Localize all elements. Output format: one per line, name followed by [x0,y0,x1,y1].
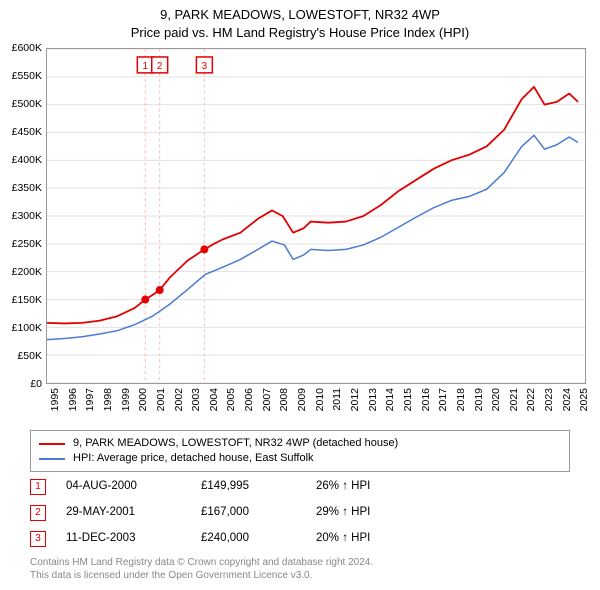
chart-svg: 12 3 [47,49,585,383]
license-line-2: This data is licensed under the Open Gov… [30,569,570,582]
sale-price-1: £149,995 [201,481,296,493]
x-axis: 1995 1996 1997 1998 1999 2000 2001 2002 2003 2004… [46,384,586,428]
x-tick-label: 2004 [208,388,220,411]
sale-date-1: 04-AUG-2000 [66,481,181,493]
y-tick-label: £400K [12,154,42,166]
x-tick-label: 2014 [384,388,396,411]
x-tick-label: 2024 [561,388,573,411]
chart-plot-area: 12 3 [46,48,586,384]
y-tick-label: £150K [12,294,42,306]
license-line-1: Contains HM Land Registry data © Crown c… [30,556,570,569]
y-tick-label: £200K [12,266,42,278]
x-tick-label: 2002 [173,388,185,411]
title-subtitle: Price paid vs. HM Land Registry's House … [0,24,600,42]
y-tick-label: £100K [12,322,42,334]
sale-badge-1: 1 [30,479,46,495]
x-tick-label: 2009 [296,388,308,411]
y-tick-label: £350K [12,182,42,194]
y-tick-label: £600K [12,42,42,54]
legend-swatch-hpi [39,458,65,460]
y-tick-label: £50K [17,350,42,362]
x-tick-label: 2010 [314,388,326,411]
x-tick-label: 2000 [137,388,149,411]
legend-label-property: 9, PARK MEADOWS, LOWESTOFT, NR32 4WP (de… [73,436,398,451]
sale-price-3: £240,000 [201,533,296,545]
x-tick-label: 1999 [120,388,132,411]
x-tick-label: 2019 [473,388,485,411]
svg-text:1: 1 [143,61,149,72]
x-tick-label: 1997 [84,388,96,411]
x-tick-label: 2016 [420,388,432,411]
y-tick-label: £450K [12,126,42,138]
y-axis: £0£50K£100K£150K£200K£250K£300K£350K£400… [0,48,46,384]
title-address: 9, PARK MEADOWS, LOWESTOFT, NR32 4WP [0,6,600,24]
x-tick-label: 2006 [243,388,255,411]
x-tick-label: 2001 [155,388,167,411]
chart-container: 9, PARK MEADOWS, LOWESTOFT, NR32 4WP Pri… [0,0,600,590]
x-tick-label: 2012 [349,388,361,411]
x-tick-label: 2008 [278,388,290,411]
legend-item-hpi: HPI: Average price, detached house, East… [39,451,561,466]
x-tick-label: 2021 [508,388,520,411]
x-tick-label: 1998 [102,388,114,411]
x-tick-label: 2007 [261,388,273,411]
y-tick-label: £500K [12,98,42,110]
sales-block: 1 04-AUG-2000 £149,995 26% ↑ HPI 2 29-MA… [30,478,570,556]
y-tick-label: £250K [12,238,42,250]
y-tick-label: £0 [30,378,42,390]
x-tick-label: 1995 [49,388,61,411]
sale-diff-1: 26% ↑ HPI [316,481,370,493]
x-tick-label: 2003 [190,388,202,411]
sale-price-2: £167,000 [201,507,296,519]
sale-diff-3: 20% ↑ HPI [316,533,370,545]
sale-badge-2: 2 [30,505,46,521]
x-tick-label: 2013 [367,388,379,411]
sale-date-3: 11-DEC-2003 [66,533,181,545]
x-tick-label: 2018 [455,388,467,411]
y-tick-label: £300K [12,210,42,222]
sale-badge-3: 3 [30,531,46,547]
sale-diff-2: 29% ↑ HPI [316,507,370,519]
x-tick-label: 1996 [67,388,79,411]
y-tick-label: £550K [12,70,42,82]
x-tick-label: 2020 [490,388,502,411]
x-tick-label: 2025 [578,388,590,411]
svg-text:3: 3 [202,61,208,72]
x-tick-label: 2011 [331,388,343,411]
sale-date-2: 29-MAY-2001 [66,507,181,519]
legend-swatch-property [39,443,65,445]
x-tick-label: 2015 [402,388,414,411]
x-tick-label: 2022 [525,388,537,411]
legend-item-property: 9, PARK MEADOWS, LOWESTOFT, NR32 4WP (de… [39,436,561,451]
sale-row-3: 3 11-DEC-2003 £240,000 20% ↑ HPI [30,530,570,548]
x-tick-label: 2005 [225,388,237,411]
license-text: Contains HM Land Registry data © Crown c… [30,556,570,582]
sale-row-2: 2 29-MAY-2001 £167,000 29% ↑ HPI [30,504,570,522]
svg-text:2: 2 [157,61,163,72]
legend: 9, PARK MEADOWS, LOWESTOFT, NR32 4WP (de… [30,430,570,472]
sale-row-1: 1 04-AUG-2000 £149,995 26% ↑ HPI [30,478,570,496]
legend-label-hpi: HPI: Average price, detached house, East… [73,451,314,466]
x-tick-label: 2023 [543,388,555,411]
x-tick-label: 2017 [437,388,449,411]
title-block: 9, PARK MEADOWS, LOWESTOFT, NR32 4WP Pri… [0,0,600,41]
